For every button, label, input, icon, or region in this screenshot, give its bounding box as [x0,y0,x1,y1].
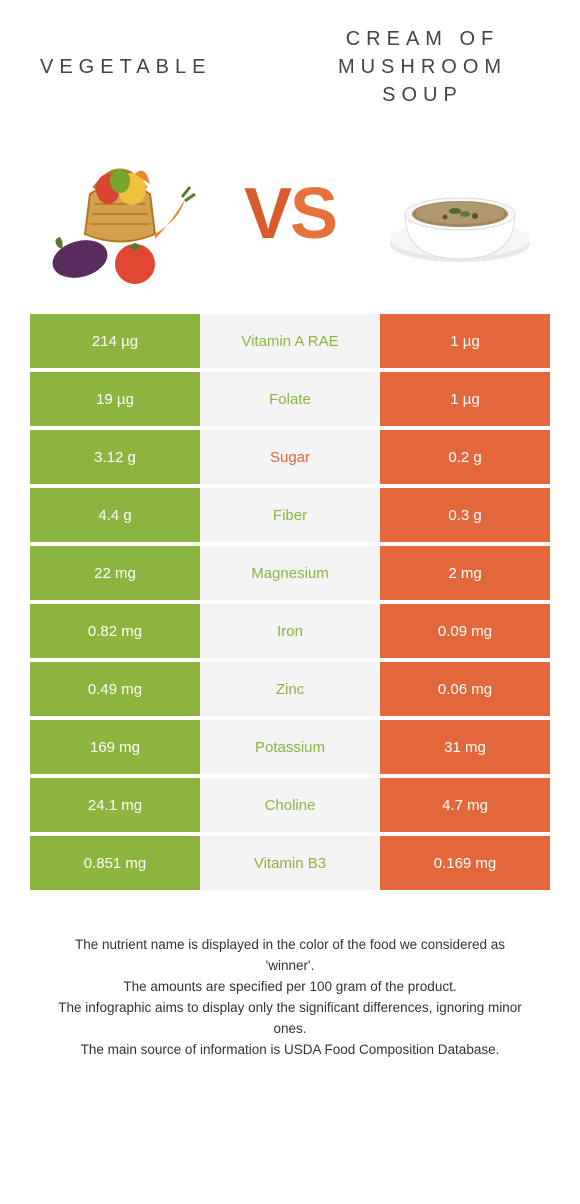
images-row: VS [30,139,550,289]
nutrient-label: Vitamin A RAE [200,314,380,368]
table-row: 24.1 mgCholine4.7 mg [30,778,550,832]
table-row: 169 mgPotassium31 mg [30,720,550,774]
table-row: 22 mgMagnesium2 mg [30,546,550,600]
title-vegetable: VEGETABLE [30,53,295,81]
right-value: 0.169 mg [380,836,550,890]
vs-v: V [244,174,290,254]
left-value: 214 µg [30,314,200,368]
table-row: 0.82 mgIron0.09 mg [30,604,550,658]
right-value: 0.06 mg [380,662,550,716]
note-4: The main source of information is USDA F… [50,1040,530,1061]
right-value: 0.2 g [380,430,550,484]
nutrient-label: Vitamin B3 [200,836,380,890]
left-value: 4.4 g [30,488,200,542]
right-value: 0.3 g [380,488,550,542]
note-1: The nutrient name is displayed in the co… [50,935,530,977]
right-value: 1 µg [380,372,550,426]
table-row: 19 µgFolate1 µg [30,372,550,426]
right-value: 2 mg [380,546,550,600]
table-row: 4.4 gFiber0.3 g [30,488,550,542]
left-value: 24.1 mg [30,778,200,832]
title-soup: CREAM OF MUSHROOM SOUP [295,25,550,109]
vegetable-image [40,139,200,289]
vs-label: VS [244,173,336,255]
right-value: 4.7 mg [380,778,550,832]
title-soup-line3: SOUP [295,81,550,109]
left-value: 169 mg [30,720,200,774]
nutrient-label: Fiber [200,488,380,542]
table-row: 214 µgVitamin A RAE1 µg [30,314,550,368]
table-row: 0.49 mgZinc0.06 mg [30,662,550,716]
nutrient-label: Folate [200,372,380,426]
note-2: The amounts are specified per 100 gram o… [50,977,530,998]
left-value: 19 µg [30,372,200,426]
footer-notes: The nutrient name is displayed in the co… [30,935,550,1061]
nutrient-label: Iron [200,604,380,658]
title-soup-line1: CREAM OF [295,25,550,53]
title-row: VEGETABLE CREAM OF MUSHROOM SOUP [30,25,550,109]
nutrient-label: Magnesium [200,546,380,600]
nutrient-label: Choline [200,778,380,832]
left-value: 3.12 g [30,430,200,484]
nutrient-label: Potassium [200,720,380,774]
nutrient-label: Zinc [200,662,380,716]
table-row: 0.851 mgVitamin B30.169 mg [30,836,550,890]
note-3: The infographic aims to display only the… [50,998,530,1040]
title-soup-line2: MUSHROOM [295,53,550,81]
right-value: 1 µg [380,314,550,368]
left-value: 0.851 mg [30,836,200,890]
left-value: 0.49 mg [30,662,200,716]
nutrient-label: Sugar [200,430,380,484]
soup-image [380,139,540,289]
left-value: 0.82 mg [30,604,200,658]
nutrient-table: 214 µgVitamin A RAE1 µg19 µgFolate1 µg3.… [30,314,550,890]
vs-s: S [290,174,336,254]
left-value: 22 mg [30,546,200,600]
right-value: 31 mg [380,720,550,774]
table-row: 3.12 gSugar0.2 g [30,430,550,484]
right-value: 0.09 mg [380,604,550,658]
